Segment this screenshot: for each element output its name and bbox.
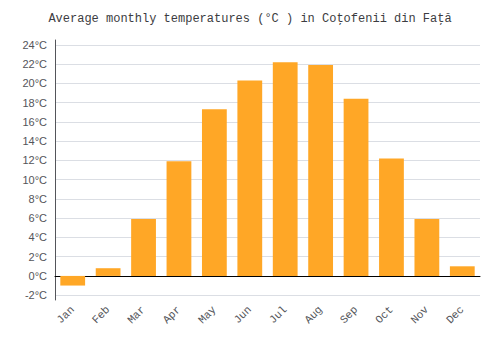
svg-text:16°C: 16°C <box>22 116 47 128</box>
svg-text:-2°C: -2°C <box>25 289 47 301</box>
svg-text:Apr: Apr <box>161 304 183 326</box>
svg-text:Average monthly temperatures (: Average monthly temperatures (°C ) in Co… <box>48 12 451 26</box>
svg-text:6°C: 6°C <box>29 212 48 224</box>
svg-text:Jul: Jul <box>267 304 289 326</box>
svg-text:22°C: 22°C <box>22 58 47 70</box>
svg-text:8°C: 8°C <box>29 193 48 205</box>
svg-text:Jun: Jun <box>232 304 254 326</box>
svg-text:10°C: 10°C <box>22 174 47 186</box>
svg-text:14°C: 14°C <box>22 135 47 147</box>
svg-text:20°C: 20°C <box>22 77 47 89</box>
svg-text:Nov: Nov <box>409 303 432 326</box>
svg-text:Oct: Oct <box>373 304 395 326</box>
svg-text:Mar: Mar <box>125 304 147 326</box>
svg-text:Sep: Sep <box>338 304 360 326</box>
svg-text:18°C: 18°C <box>22 97 47 109</box>
svg-text:May: May <box>196 303 219 326</box>
svg-text:Jan: Jan <box>54 304 76 326</box>
svg-text:0°C: 0°C <box>29 270 48 282</box>
svg-text:12°C: 12°C <box>22 154 47 166</box>
svg-text:Feb: Feb <box>90 304 112 326</box>
svg-text:Dec: Dec <box>444 304 466 326</box>
svg-text:Aug: Aug <box>302 304 324 326</box>
svg-text:4°C: 4°C <box>29 231 48 243</box>
svg-text:24°C: 24°C <box>22 39 47 51</box>
svg-text:2°C: 2°C <box>29 251 48 263</box>
